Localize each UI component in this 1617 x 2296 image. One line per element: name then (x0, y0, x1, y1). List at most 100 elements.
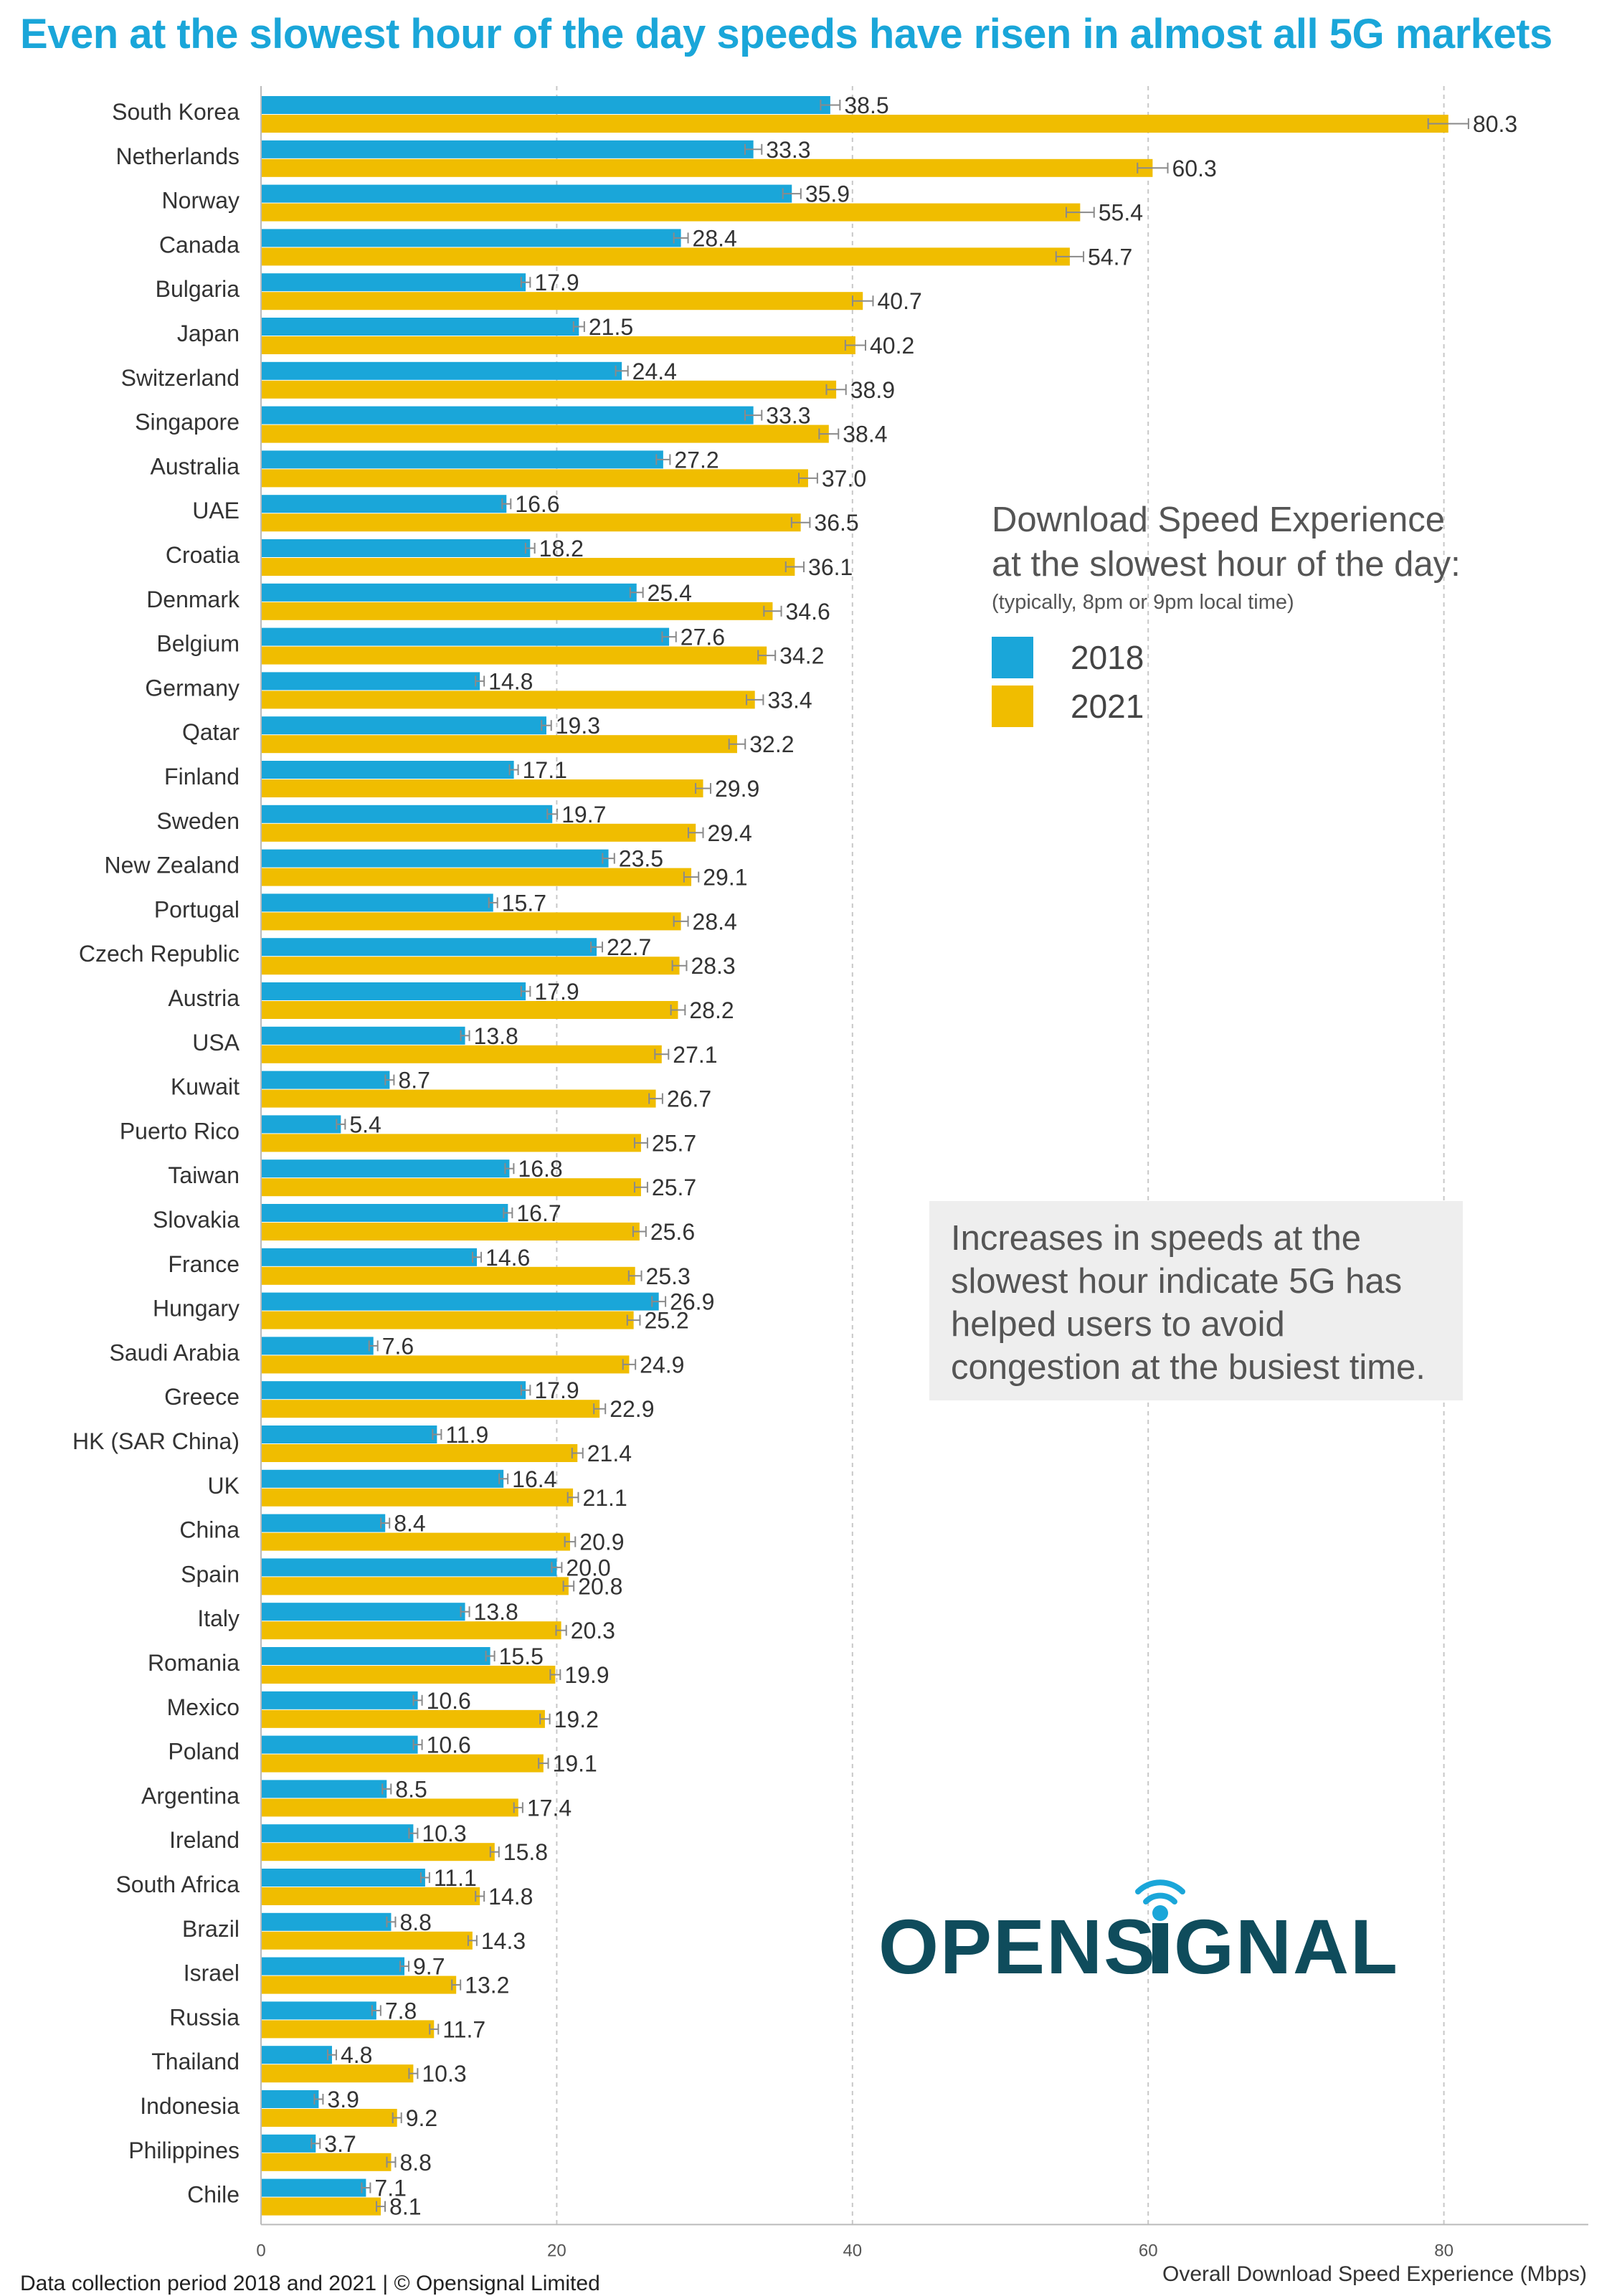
category-label: Portugal (154, 896, 240, 922)
bar-2018 (261, 1248, 478, 1266)
value-label-2018: 20.0 (566, 1555, 610, 1580)
x-tick-label: 60 (1139, 2241, 1158, 2260)
value-label-2018: 10.6 (427, 1688, 471, 1714)
bar-2018 (261, 1869, 425, 1887)
bar-2018 (261, 1957, 405, 1975)
value-label-2021: 26.7 (667, 1086, 711, 1112)
value-label-2018: 3.9 (327, 2087, 359, 2112)
category-label: Italy (197, 1605, 240, 1631)
category-label: Croatia (166, 542, 240, 568)
category-label: Mexico (167, 1694, 240, 1720)
bar-2018 (261, 761, 514, 779)
value-label-2018: 17.9 (534, 1377, 579, 1403)
value-label-2021: 55.4 (1099, 200, 1143, 226)
category-label: USA (192, 1030, 240, 1056)
bar-2021 (261, 1532, 570, 1551)
value-label-2021: 28.4 (693, 909, 737, 934)
value-label-2018: 18.2 (539, 536, 584, 561)
value-label-2018: 16.8 (518, 1156, 562, 1182)
category-label: Poland (168, 1739, 240, 1765)
bar-2021 (261, 2020, 435, 2039)
bar-2021 (261, 1577, 569, 1595)
bar-2021 (261, 1843, 495, 1861)
bar-2018 (261, 2046, 332, 2064)
bar-2018 (261, 229, 681, 247)
bar-2021 (261, 2197, 381, 2216)
bar-2021 (261, 2109, 397, 2127)
category-label: Netherlands (115, 143, 240, 169)
value-label-2018: 16.7 (516, 1200, 561, 1226)
value-label-2018: 33.3 (766, 137, 810, 163)
bar-2021 (261, 247, 1070, 266)
value-label-2021: 25.6 (650, 1219, 695, 1245)
bar-2018 (261, 140, 754, 158)
chart-title: Even at the slowest hour of the day spee… (20, 11, 1552, 57)
bar-2021 (261, 1178, 641, 1197)
bar-2021 (261, 1355, 630, 1374)
bar-2018 (261, 1735, 418, 1754)
value-label-2018: 15.7 (502, 890, 546, 916)
value-label-2021: 29.1 (703, 865, 747, 891)
bar-2018 (261, 1780, 387, 1798)
bar-2018 (261, 672, 480, 691)
legend-subtitle: (typically, 8pm or 9pm local time) (992, 591, 1294, 614)
category-label: Puerto Rico (120, 1118, 240, 1144)
bars (261, 96, 1448, 2216)
category-label: Switzerland (121, 365, 240, 391)
category-label: Brazil (182, 1916, 240, 1942)
value-label-2021: 32.2 (749, 731, 794, 757)
bar-2021 (261, 957, 680, 975)
legend: Download Speed Experience at the slowest… (992, 498, 1537, 734)
bar-2018 (261, 318, 579, 336)
value-label-2018: 4.8 (341, 2042, 372, 2068)
value-label-2018: 23.5 (619, 846, 663, 872)
category-label: Ireland (169, 1827, 240, 1853)
value-label-2021: 29.4 (708, 820, 752, 846)
category-label: Australia (151, 453, 240, 479)
bar-2018 (261, 1912, 392, 1931)
bar-2021 (261, 1001, 678, 1019)
category-label: Germany (145, 675, 240, 701)
bar-2018 (261, 450, 663, 469)
category-label: Belgium (156, 631, 240, 657)
value-label-2018: 14.6 (485, 1245, 530, 1271)
bar-2021 (261, 158, 1153, 177)
bar-2021 (261, 2153, 392, 2171)
category-label: France (168, 1251, 240, 1277)
category-label: Philippines (128, 2138, 240, 2163)
bar-2018 (261, 938, 597, 957)
bar-2018 (261, 406, 754, 424)
bar-2018 (261, 2134, 316, 2153)
bar-2018 (261, 1514, 386, 1532)
category-label: New Zealand (104, 853, 240, 878)
value-label-2018: 28.4 (693, 225, 737, 251)
bar-2018 (261, 1115, 341, 1134)
value-label-2021: 21.1 (582, 1485, 627, 1511)
value-label-2021: 19.2 (554, 1707, 599, 1732)
value-label-2018: 16.6 (515, 491, 559, 517)
value-label-2018: 17.1 (523, 757, 567, 783)
value-label-2021: 22.9 (610, 1396, 654, 1422)
opensignal-logo: OPENS GNAL (878, 1879, 1409, 1986)
bar-2021 (261, 380, 837, 399)
x-tick-label: 80 (1434, 2241, 1454, 2260)
category-label: Taiwan (168, 1162, 240, 1188)
value-label-2021: 19.1 (553, 1751, 597, 1777)
value-label-2021: 20.8 (578, 1573, 622, 1599)
bar-2018 (261, 273, 526, 292)
value-label-2018: 25.4 (648, 580, 692, 606)
value-label-2018: 8.4 (394, 1511, 425, 1537)
bar-2018 (261, 2090, 319, 2108)
value-label-2018: 5.4 (349, 1111, 381, 1137)
category-label: Israel (184, 1960, 240, 1986)
bar-2018 (261, 539, 531, 557)
bar-2018 (261, 849, 609, 868)
labels: South Korea 38.5 80.3 Netherlands 33.3 60.3 No… (72, 92, 1517, 2220)
category-label: Kuwait (171, 1074, 240, 1100)
x-axis: 0 20 40 60 80 (256, 86, 1588, 2260)
bar-2021 (261, 1045, 662, 1063)
value-label-2021: 24.9 (640, 1352, 684, 1377)
value-label-2021: 40.2 (870, 333, 914, 359)
bar-2018 (261, 1381, 526, 1400)
